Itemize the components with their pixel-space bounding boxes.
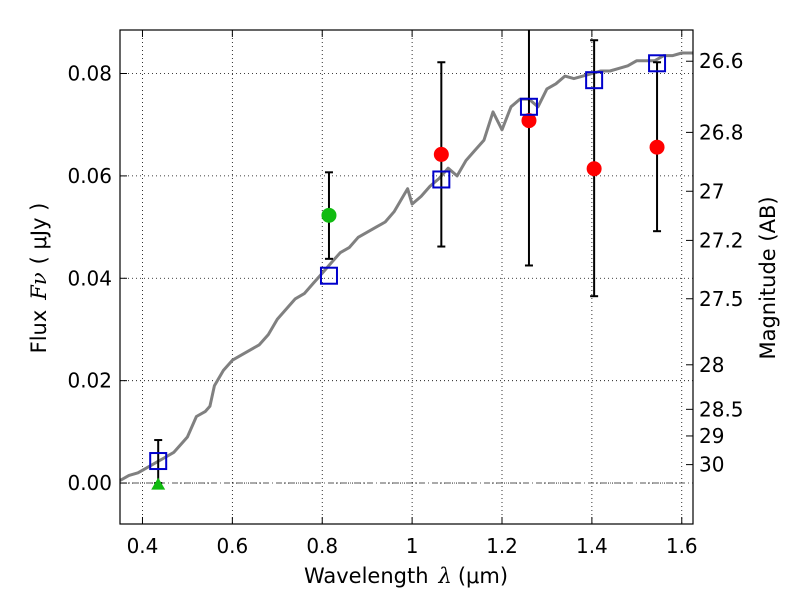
red-data-point (433, 146, 449, 162)
y-axis-label-unit: ( μJy ) (27, 203, 51, 265)
y-tick-label: 0.04 (67, 266, 112, 290)
mag-tick-label: 26.8 (699, 120, 744, 144)
errorbar-layer (154, 30, 662, 485)
points-layer (149, 54, 667, 490)
synthetic-square (585, 71, 604, 90)
synthetic-square (648, 54, 667, 73)
x-tick-label: 1 (406, 534, 419, 558)
x-tick-label: 1.2 (486, 534, 518, 558)
y-axis-label-text: Flux (27, 310, 51, 354)
synthetic-square (519, 97, 538, 116)
x-axis-label-unit: (μm) (458, 564, 508, 588)
y-tick-label: 0.00 (67, 471, 112, 495)
axis-ticks: 0.4 0.6 0.8 1 1.2 1.4 1.6 0.00 0.02 0.04 0.06 0.08 2… (67, 30, 744, 558)
mag-tick-label: 27.2 (699, 228, 744, 252)
model-spectrum-line (119, 51, 693, 482)
y-tick-label: 0.02 (67, 369, 112, 393)
upper-limit-triangle (151, 477, 166, 490)
x-axis-label-symbol: λ (438, 564, 452, 588)
x-tick-label: 0.8 (306, 534, 338, 558)
plot-frame (119, 29, 694, 525)
mag-tick-label: 26.6 (699, 49, 744, 73)
red-data-point (649, 139, 665, 155)
mag-tick-label: 27 (699, 179, 724, 203)
mag-tick-label: 29 (699, 424, 724, 448)
y-axis-label: Flux Fν ( μJy ) (27, 203, 51, 354)
red-data-point (586, 161, 602, 177)
x-tick-label: 1.6 (666, 534, 698, 558)
mag-tick-label: 28 (699, 353, 724, 377)
y-tick-label: 0.06 (67, 164, 112, 188)
green-data-point (321, 207, 337, 223)
grid-lines (120, 30, 693, 524)
x-tick-label: 0.6 (216, 534, 248, 558)
model-spectrum-layer (119, 51, 693, 482)
synthetic-square (432, 170, 451, 189)
y-tick-label: 0.08 (67, 62, 112, 86)
right-axis-label: Magnitude (AB) (756, 196, 780, 359)
x-axis-label: Wavelength λ (μm) (304, 564, 508, 588)
x-axis-label-text: Wavelength (304, 564, 429, 588)
red-data-point (521, 113, 537, 129)
mag-tick-label: 30 (699, 453, 724, 477)
synthetic-square (319, 266, 338, 285)
x-tick-label: 0.4 (127, 534, 159, 558)
mag-tick-label: 27.5 (699, 287, 744, 311)
x-tick-label: 1.4 (576, 534, 608, 558)
y-axis-label-symbol: Fν (27, 272, 51, 301)
mag-tick-label: 28.5 (699, 397, 744, 421)
synthetic-square (149, 452, 168, 471)
